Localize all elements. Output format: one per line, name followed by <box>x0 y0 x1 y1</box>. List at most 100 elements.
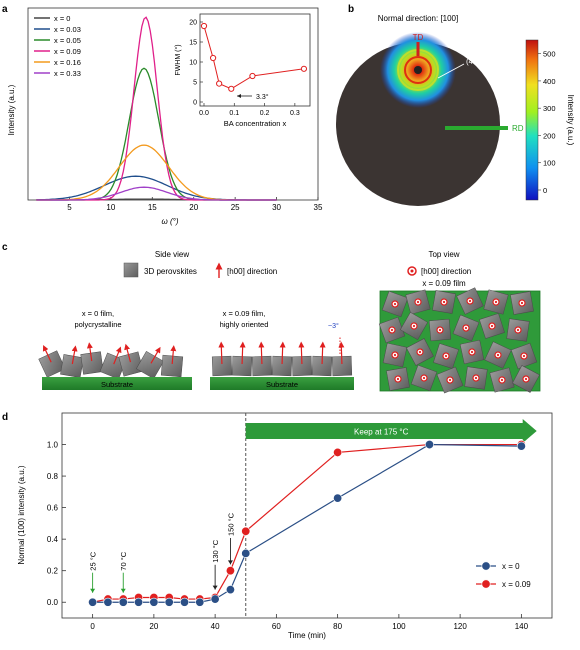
grain-arrow <box>279 341 286 365</box>
top-grain <box>464 366 488 390</box>
inset-ticks: 0 5 10 15 20 0.0 0.1 0.2 0.3 <box>189 20 300 118</box>
d-series-point <box>241 548 251 558</box>
d-series-point <box>516 441 526 451</box>
top-grain <box>428 318 452 342</box>
a-curve <box>36 186 277 201</box>
panel-a-legend: x = 0 x = 0.03 x = 0.05 x = 0.09 x = 0.16 x =… <box>34 14 81 78</box>
cb-tick-label: 100 <box>543 159 556 168</box>
d-legend-marker <box>481 579 491 589</box>
keep-banner-label: Keep at 175 °C <box>354 428 409 437</box>
inset-point <box>209 54 217 62</box>
d-xtick-label: 80 <box>333 622 342 631</box>
panel-d-legend: x = 0 x = 0.09 <box>476 561 531 589</box>
grain-arrow <box>170 345 177 365</box>
top-grain-dot-center <box>396 377 400 381</box>
angle-label: ~3° <box>328 322 339 330</box>
d-series-line <box>92 443 522 603</box>
substrate-2 <box>210 377 354 390</box>
inset-ytick-label: 5 <box>193 80 197 87</box>
grain-cube <box>80 351 104 375</box>
a-xtick-label: 30 <box>272 203 281 212</box>
top-grain <box>433 343 459 369</box>
d-ytick-label: 0.2 <box>47 567 59 576</box>
d-series-point <box>103 597 113 607</box>
cb-tick-label: 500 <box>543 50 556 59</box>
temperature-annotations: 25 °C 70 °C 130 °C 150 °C <box>89 512 235 593</box>
inset-annotation-arrowhead <box>237 94 241 98</box>
d-series-point <box>333 493 343 503</box>
grain-cube <box>60 354 84 378</box>
polycrystalline-film <box>38 342 184 380</box>
top-grain-dot-center <box>442 300 446 304</box>
a-legend-label: x = 0.09 <box>54 47 81 56</box>
panel-label-c: c <box>2 242 8 253</box>
top-grain-dot-center <box>516 328 520 332</box>
temp-arrowhead <box>90 588 96 593</box>
top-grain <box>489 367 515 393</box>
top-grain-dot-center <box>490 324 494 328</box>
top-grain-dot-center <box>444 354 448 358</box>
inset-xtick-label: 0.1 <box>229 110 239 117</box>
colorbar-label: Intensity (a.u.) <box>566 95 575 146</box>
top-grain-dot-center <box>393 302 397 306</box>
inset-xtick-label: 0.3 <box>290 110 300 117</box>
d-ytick-label: 0.8 <box>47 472 59 481</box>
grain <box>38 344 66 378</box>
keep-banner-arrow <box>245 419 537 443</box>
grain-arrow <box>239 341 246 365</box>
a-xtick-label: 15 <box>148 203 157 212</box>
inset-point <box>228 85 235 92</box>
d-series-point <box>241 526 251 536</box>
grain <box>211 341 233 377</box>
grain <box>291 341 313 377</box>
d-ytick-label: 0.6 <box>47 504 59 513</box>
top-grain-dot-center <box>418 350 422 354</box>
top-grain-dot-center <box>468 299 472 303</box>
legend-dot-label: [h00] direction <box>421 267 471 276</box>
top-grain <box>381 290 409 318</box>
top-grain-dot-center <box>474 376 478 380</box>
top-view-title: Top view <box>428 250 459 259</box>
legend-arrow-label: [h00] direction <box>227 267 277 276</box>
grain <box>160 345 184 378</box>
d-xtick-label: 120 <box>453 622 467 631</box>
d-xtick-label: 0 <box>90 622 95 631</box>
inset-annotation: 3.3° <box>256 93 269 101</box>
panel-d-xlabel: Time (min) <box>288 631 326 640</box>
d-series-line <box>92 443 522 603</box>
grain-arrow <box>218 341 225 365</box>
top-grain <box>479 313 505 339</box>
d-xtick-label: 140 <box>515 622 529 631</box>
grain-arrow <box>42 344 52 363</box>
inset-line <box>203 25 305 90</box>
inset-point <box>216 80 223 87</box>
top-grain <box>456 287 484 315</box>
d-series-point <box>88 597 98 607</box>
top-grain-dot-center <box>393 353 397 357</box>
top-view-grains <box>378 287 540 394</box>
d-series-point <box>180 597 190 607</box>
d-ytick-label: 1.0 <box>47 441 59 450</box>
d-xtick-label: 100 <box>392 622 406 631</box>
temp-arrowhead <box>212 585 218 590</box>
temp-label: 70 °C <box>119 551 128 570</box>
panel-label-b: b <box>348 4 354 15</box>
inset-ytick-label: 20 <box>189 20 197 27</box>
grain <box>311 341 333 377</box>
d-series-point <box>164 597 174 607</box>
a-xtick-label: 35 <box>314 203 323 212</box>
top-grain-dot-center <box>422 376 426 380</box>
colorbar-ticks: 500 400 300 200 100 0 <box>538 50 556 195</box>
oriented-film <box>211 336 353 377</box>
top-grain-dot-center <box>520 301 524 305</box>
grain-arrow <box>298 341 305 365</box>
legend-dot-center <box>410 269 414 273</box>
top-grain-dot-center <box>412 324 416 328</box>
inset-point <box>200 22 208 30</box>
side-view-title: Side view <box>155 250 189 259</box>
grain <box>251 341 273 377</box>
grain-arrow <box>258 341 265 365</box>
d-series-point <box>134 597 144 607</box>
